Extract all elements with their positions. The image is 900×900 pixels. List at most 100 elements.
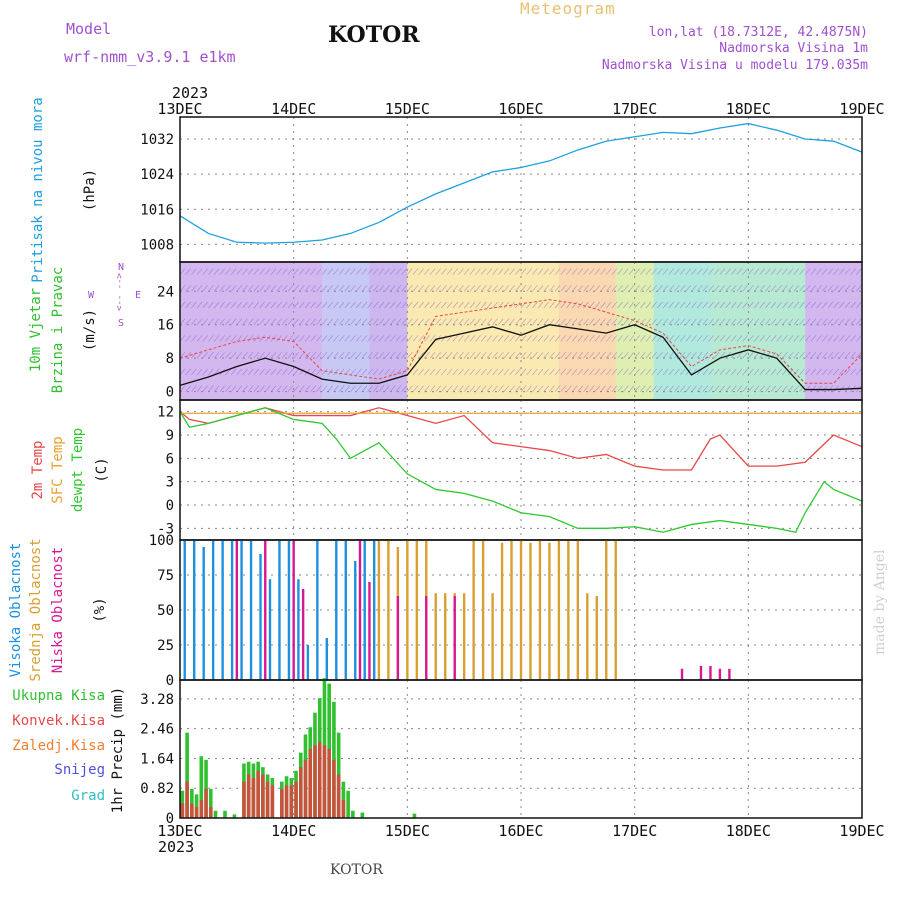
wind-barb-mark bbox=[657, 351, 663, 359]
wind-barb-mark bbox=[293, 318, 299, 325]
wind-barb-mark bbox=[196, 268, 203, 275]
cloud-bar-mid bbox=[462, 593, 466, 680]
wind-barb-mark bbox=[327, 385, 333, 392]
wind-barb-mark bbox=[651, 335, 657, 342]
wind-barb-mark bbox=[446, 268, 453, 275]
wind-barb-mark bbox=[526, 268, 532, 275]
wind-barb-mark bbox=[424, 351, 430, 359]
wind-barb-mark bbox=[748, 335, 754, 342]
wind-barb-mark bbox=[333, 335, 339, 342]
wind-barb-mark bbox=[321, 301, 328, 309]
wind-barb-mark bbox=[350, 335, 356, 342]
cloud-bar-high bbox=[306, 645, 310, 680]
wind-barb-mark bbox=[782, 318, 788, 325]
wind-barb-mark bbox=[787, 385, 794, 392]
wind-barb-mark bbox=[600, 335, 606, 342]
wind-barb-mark bbox=[515, 368, 521, 376]
wind-barb-mark bbox=[679, 385, 686, 392]
wind-barb-mark bbox=[373, 268, 379, 275]
wind-barb-mark bbox=[776, 318, 782, 325]
wind-barb-mark bbox=[623, 318, 629, 325]
precip-bar-convective bbox=[294, 781, 298, 818]
wind-barb-mark bbox=[543, 318, 549, 325]
wind-barb-mark bbox=[725, 285, 731, 292]
wind-barb-mark bbox=[395, 385, 402, 392]
wind-barb-mark bbox=[213, 285, 220, 292]
precip-bar-convective bbox=[322, 745, 327, 818]
wind-barb-mark bbox=[236, 368, 243, 376]
wind-barb-mark bbox=[361, 351, 368, 359]
cloud-bar-low bbox=[396, 596, 400, 680]
wind-barb-mark bbox=[395, 368, 402, 376]
wind-barb-mark bbox=[827, 368, 834, 376]
wind-barb-mark bbox=[282, 335, 288, 342]
wind-barb-mark bbox=[338, 318, 345, 325]
wind-barb-mark bbox=[617, 318, 623, 325]
wind-barb-mark bbox=[515, 351, 521, 359]
wind-barb-mark bbox=[594, 385, 601, 392]
wind-barb-mark bbox=[651, 385, 657, 392]
wind-barb-mark bbox=[373, 385, 379, 392]
wind-barb-mark bbox=[571, 285, 578, 292]
wind-direction-band bbox=[180, 262, 323, 400]
wind-barb-mark bbox=[247, 335, 254, 342]
wind-barb-mark bbox=[469, 285, 476, 292]
wind-barb-mark bbox=[321, 268, 328, 275]
precip-bar-convective bbox=[270, 785, 275, 818]
wind-barb-mark bbox=[850, 285, 856, 292]
wind-barb-mark bbox=[566, 285, 572, 292]
wind-barb-mark bbox=[265, 368, 271, 376]
cloud-bar-mid bbox=[415, 540, 419, 680]
wind-barb-mark bbox=[640, 385, 646, 392]
wind-barb-mark bbox=[259, 268, 265, 275]
cloud-bar-high bbox=[354, 561, 357, 680]
wind-barb-mark bbox=[179, 318, 186, 325]
wind-barb-mark bbox=[804, 385, 811, 392]
wind-barb-mark bbox=[355, 351, 362, 359]
wind-barb-mark bbox=[196, 385, 203, 392]
wind-barb-mark bbox=[719, 385, 726, 392]
wind-barb-mark bbox=[276, 268, 282, 275]
wind-barb-mark bbox=[498, 385, 504, 392]
wind-barb-mark bbox=[452, 301, 459, 309]
wind-barb-mark bbox=[333, 351, 339, 359]
wind-barb-mark bbox=[577, 351, 584, 359]
wind-barb-mark bbox=[731, 318, 737, 325]
wind-barb-mark bbox=[532, 385, 538, 392]
wind-direction-band bbox=[805, 262, 862, 400]
wind-barb-mark bbox=[441, 301, 447, 309]
wind-barb-mark bbox=[657, 301, 663, 309]
y-tick-label: 25 bbox=[157, 638, 174, 654]
wind-barb-mark bbox=[230, 385, 237, 392]
wind-barb-mark bbox=[549, 318, 555, 325]
cloud-bar-high bbox=[249, 540, 253, 680]
wind-barb-mark bbox=[486, 385, 493, 392]
wind-barb-mark bbox=[685, 301, 692, 309]
wind-barb-mark bbox=[185, 385, 191, 392]
precip-bar-total bbox=[208, 788, 213, 818]
wind-barb-mark bbox=[338, 335, 345, 342]
wind-barb-mark bbox=[446, 318, 453, 325]
wind-barb-mark bbox=[333, 285, 339, 292]
wind-barb-mark bbox=[583, 351, 589, 359]
wind-barb-mark bbox=[736, 385, 743, 392]
precip-bar-convective bbox=[332, 759, 336, 818]
wind-barb-mark bbox=[475, 368, 481, 376]
wind-barb-mark bbox=[583, 318, 589, 325]
wind-barb-mark bbox=[736, 368, 743, 376]
wind-barb-mark bbox=[770, 368, 777, 376]
wind-barb-mark bbox=[191, 318, 197, 325]
wind-barb-mark bbox=[418, 285, 424, 292]
wind-barb-mark bbox=[810, 368, 817, 376]
wind-barb-mark bbox=[645, 385, 652, 392]
cloud-bar-mid bbox=[519, 540, 523, 680]
wind-barb-mark bbox=[827, 301, 834, 309]
wind-barb-mark bbox=[225, 368, 231, 376]
wind-barb-mark bbox=[202, 301, 208, 309]
wind-barb-mark bbox=[679, 301, 686, 309]
y-label-cloud-unit: (%) bbox=[92, 597, 108, 622]
wind-barb-mark bbox=[571, 351, 578, 359]
wind-barb-mark bbox=[657, 368, 663, 376]
wind-barb-mark bbox=[441, 385, 447, 392]
wind-barb-mark bbox=[583, 268, 589, 275]
